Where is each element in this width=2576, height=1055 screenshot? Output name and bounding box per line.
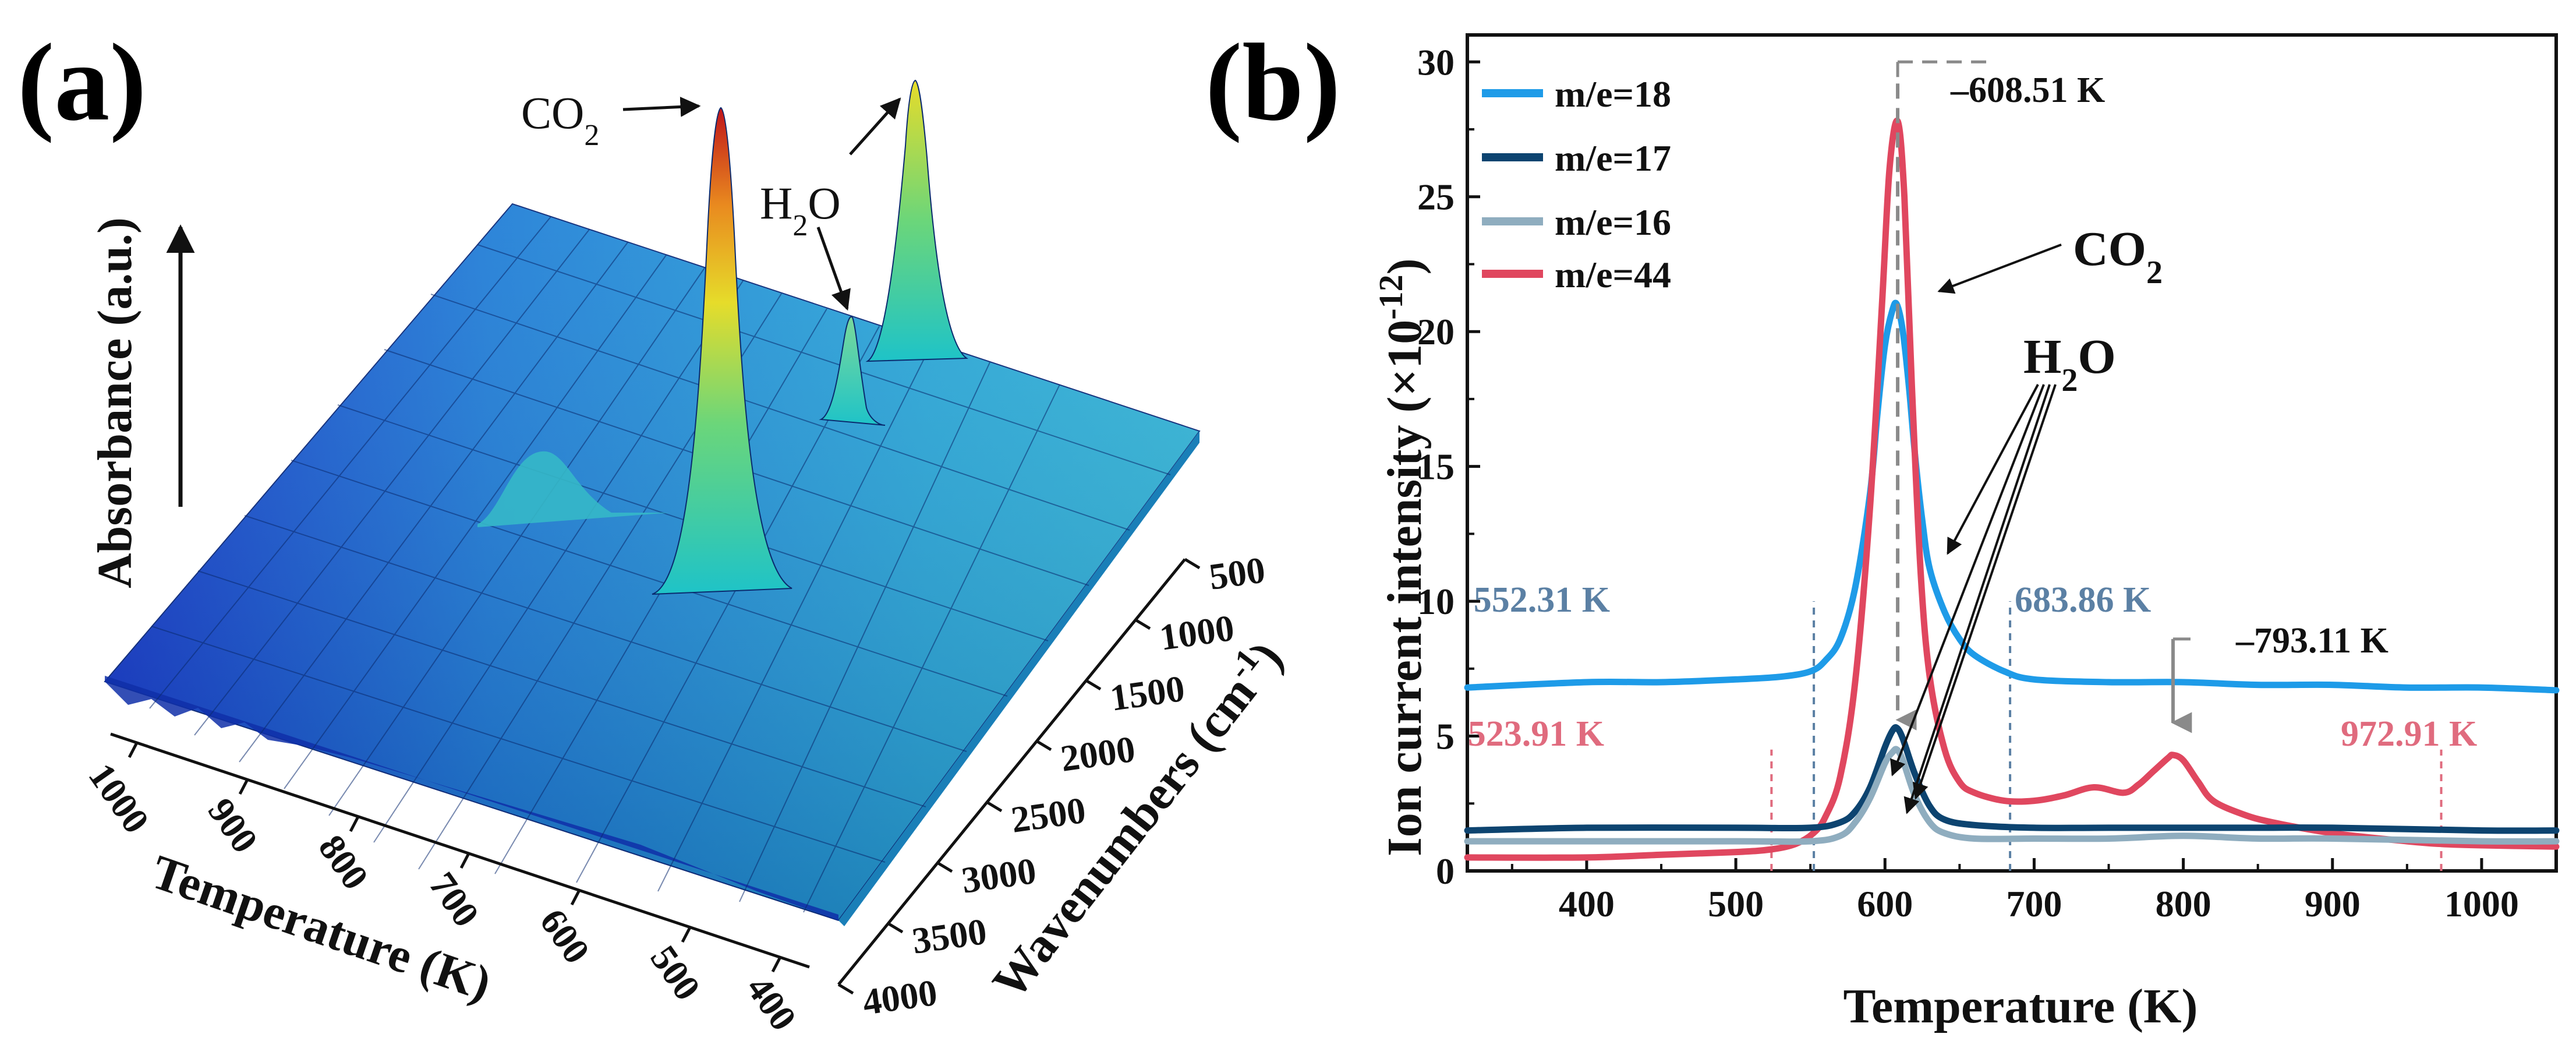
wn-tick-2000: 2000 — [1058, 728, 1138, 779]
wn-tick-1500: 1500 — [1107, 668, 1187, 719]
co2-annotation-a: CO2 — [521, 87, 599, 152]
label-552: 552.31 K — [1474, 580, 1610, 620]
legend-m16: m/e=16 — [1555, 202, 1671, 243]
panel-a-label: (a) — [17, 22, 147, 144]
temperature-axis-title-b: Temperature (K) — [1843, 979, 2198, 1033]
x-tick-label-800: 800 — [2156, 883, 2211, 925]
surface-front-edge — [105, 676, 838, 920]
co2-main-peak — [652, 107, 794, 595]
y-tick-label-10: 10 — [1417, 581, 1455, 622]
co2-annotation-b: CO2 — [2073, 222, 2163, 291]
panel-b-label: (b) — [1205, 22, 1340, 144]
y-tick-label-30: 30 — [1417, 41, 1455, 83]
plot-frame — [1466, 33, 2558, 873]
series-m-e-44 — [1464, 117, 2560, 861]
wn-tick-4000: 4000 — [860, 972, 940, 1023]
legend: m/e=18 m/e=17 m/e=16 m/e=44 — [1482, 73, 1671, 295]
peak-marker-608-bracket — [1896, 60, 1991, 84]
t-tick-1000: 1000 — [81, 756, 158, 841]
y-tick-label-15: 15 — [1417, 446, 1455, 488]
wavenumber-axis-ticks — [837, 558, 1201, 995]
label-608: –608.51 K — [1950, 70, 2105, 110]
t-tick-600: 600 — [532, 901, 598, 971]
label-523: 523.91 K — [1468, 714, 1604, 754]
x-tick-label-500: 500 — [1708, 883, 1764, 925]
legend-m17: m/e=17 — [1555, 137, 1671, 179]
peak-markers — [1895, 60, 2192, 733]
co2-arrow-b — [1937, 244, 2062, 294]
legend-m44: m/e=44 — [1555, 254, 1671, 295]
wn-tick-3500: 3500 — [910, 911, 989, 962]
temperature-axis-title-a: Temperature (K) — [145, 845, 498, 1011]
x-tick-label-600: 600 — [1857, 883, 1913, 925]
panel-a-3d-surface: (a) Absorbance (a.u.) — [17, 22, 1293, 1038]
axis-ticks: 400 500 600 700 800 900 1000 0 5 10 15 20 25 30 — [1417, 41, 2557, 925]
small-band-bump — [477, 451, 670, 527]
series-m-e-17 — [1464, 724, 2560, 834]
t-tick-700: 700 — [422, 865, 487, 934]
y-tick-label-25: 25 — [1417, 177, 1455, 218]
surface-shade — [105, 204, 1199, 920]
x-tick-label-700: 700 — [2006, 883, 2062, 925]
co2-second-arrow-a — [849, 97, 901, 156]
wavenumber-axis — [837, 558, 1186, 986]
panel-b-line-chart: (b) Ion current intensity (×10-12) Tempe… — [1205, 22, 2560, 1033]
t-tick-400: 400 — [739, 968, 805, 1038]
h2o-arrows-b — [1890, 384, 2057, 814]
temperature-axis-ticks — [128, 742, 782, 973]
y-tick-label-20: 20 — [1417, 311, 1455, 352]
t-tick-900: 900 — [200, 791, 266, 860]
absorbance-axis-title: Absorbance (a.u.) — [88, 217, 142, 588]
h2o-arrow-a — [816, 227, 851, 311]
wn-tick-500: 500 — [1206, 549, 1268, 598]
wn-tick-3000: 3000 — [959, 850, 1039, 901]
x-tick-label-1000: 1000 — [2444, 883, 2519, 925]
h2o-annotation-b: H2O — [2023, 330, 2116, 398]
h2o-annotation-a: H2O — [760, 178, 841, 242]
wn-tick-1000: 1000 — [1157, 607, 1237, 658]
h2o-peak — [819, 316, 886, 426]
temperature-axis — [110, 732, 810, 969]
surface-right-edge — [838, 431, 1199, 926]
t-tick-500: 500 — [643, 938, 709, 1007]
y-tick-label-5: 5 — [1436, 716, 1455, 757]
x-tick-label-400: 400 — [1559, 883, 1615, 925]
co2-arrow-a — [622, 96, 701, 117]
label-683: 683.86 K — [2015, 580, 2151, 620]
t-tick-800: 800 — [311, 827, 377, 897]
wn-tick-2500: 2500 — [1009, 789, 1088, 841]
label-972: 972.91 K — [2341, 714, 2477, 754]
y-tick-label-0: 0 — [1436, 851, 1455, 892]
co2-second-peak — [865, 79, 968, 362]
ion-current-axis-title: Ion current intensity (×10-12) — [1372, 258, 1432, 856]
label-793: –793.11 K — [2235, 621, 2389, 661]
x-tick-label-900: 900 — [2305, 883, 2361, 925]
legend-m18: m/e=18 — [1555, 73, 1671, 115]
